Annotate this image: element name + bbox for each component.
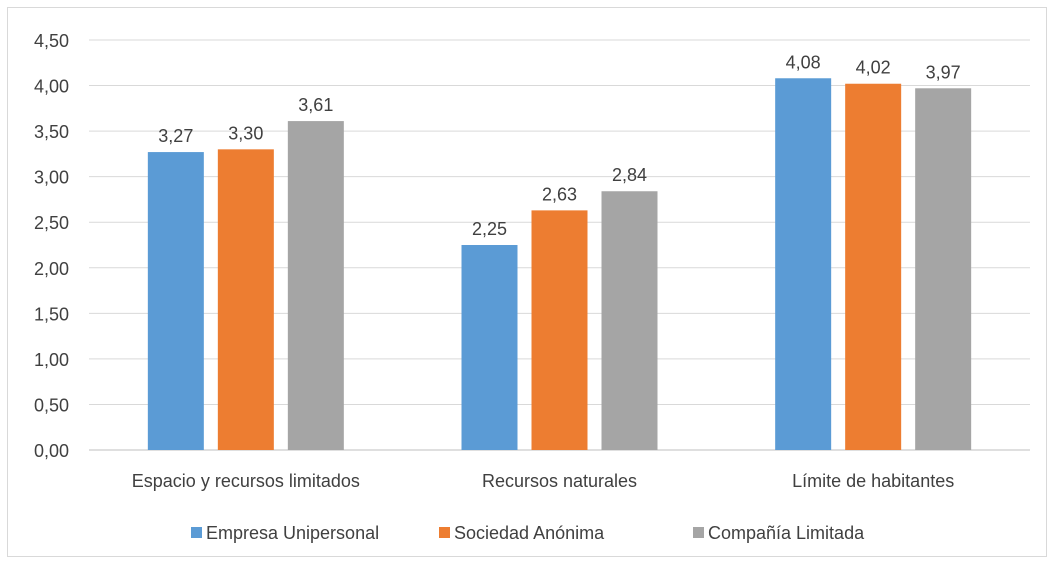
data-label: 4,02	[856, 58, 891, 78]
chart-frame	[7, 7, 1047, 557]
data-label: 3,61	[298, 95, 333, 115]
y-tick-label: 4,00	[34, 77, 69, 97]
y-tick-label: 4,50	[34, 31, 69, 51]
bar-layer	[147, 78, 972, 451]
x-tick-label: Límite de habitantes	[792, 471, 954, 491]
bar	[531, 210, 588, 450]
y-tick-label: 3,00	[34, 168, 69, 188]
data-label: 3,30	[228, 123, 263, 143]
bar	[147, 152, 204, 451]
data-label: 2,84	[612, 165, 647, 185]
legend-label: Empresa Unipersonal	[206, 523, 379, 543]
legend-label: Compañía Limitada	[708, 523, 865, 543]
bar	[461, 245, 518, 450]
x-axis-tick-labels: Espacio y recursos limitados Recursos nat…	[132, 471, 954, 491]
y-tick-label: 0,00	[34, 441, 69, 461]
bar	[601, 191, 658, 450]
bar	[775, 78, 832, 451]
legend-swatch	[693, 527, 704, 538]
legend-label: Sociedad Anónima	[454, 523, 605, 543]
bar	[915, 88, 972, 451]
legend: Empresa Unipersonal Sociedad Anónima Compa…	[191, 523, 865, 543]
data-label: 2,25	[472, 219, 507, 239]
x-tick-label: Espacio y recursos limitados	[132, 471, 360, 491]
data-label: 3,27	[158, 126, 193, 146]
legend-swatch	[439, 527, 450, 538]
data-label: 4,08	[786, 52, 821, 72]
data-label: 2,63	[542, 184, 577, 204]
y-tick-label: 1,00	[34, 350, 69, 370]
bar	[845, 83, 902, 450]
bar	[287, 121, 344, 450]
data-label-layer: 3,27 3,30 3,61 2,25 2,63 2,84 4,08 4,02 3,97	[158, 52, 960, 239]
bar	[217, 149, 274, 451]
y-tick-label: 2,50	[34, 213, 69, 233]
data-label: 3,97	[926, 62, 961, 82]
y-tick-label: 2,00	[34, 259, 69, 279]
legend-swatch	[191, 527, 202, 538]
y-axis-tick-labels: 0,00 0,50 1,00 1,50 2,00 2,50 3,00 3,50 4,00 4,50	[34, 31, 69, 461]
y-tick-label: 1,50	[34, 304, 69, 324]
y-tick-label: 3,50	[34, 122, 69, 142]
y-tick-label: 0,50	[34, 395, 69, 415]
x-tick-label: Recursos naturales	[482, 471, 637, 491]
